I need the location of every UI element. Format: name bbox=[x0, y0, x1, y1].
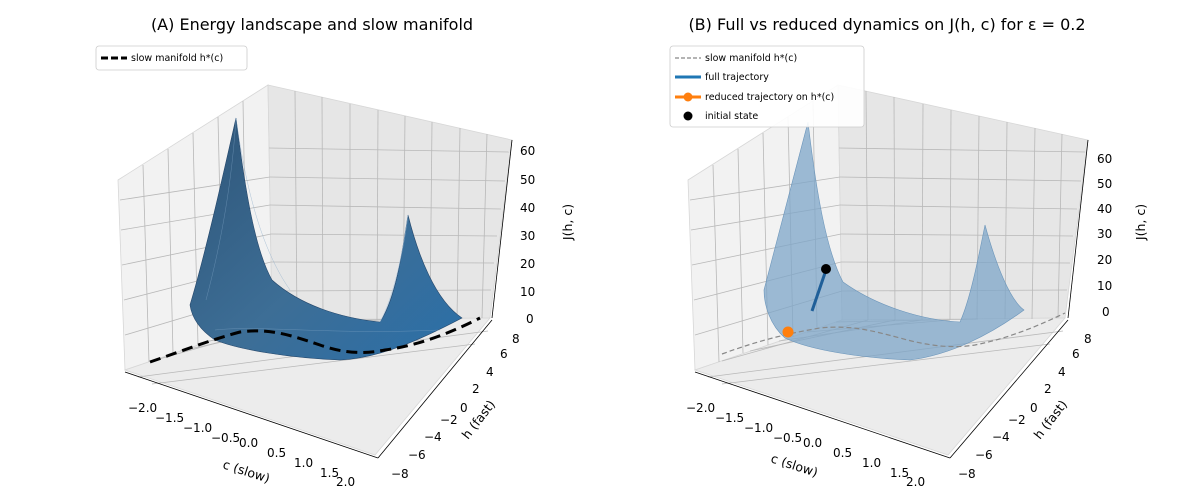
legend-swatch bbox=[683, 92, 693, 102]
tick-label: −4 bbox=[992, 430, 1010, 444]
tick-label: −2.0 bbox=[686, 401, 715, 415]
tick-label: 4 bbox=[486, 365, 494, 379]
tick-label: 2 bbox=[1044, 382, 1052, 396]
panel-a-j-ticks: 0 10 20 30 40 50 60 bbox=[520, 144, 535, 326]
tick-label: 0.0 bbox=[803, 436, 822, 450]
panel-b-c-axis bbox=[694, 371, 951, 459]
tick-label: 60 bbox=[1097, 152, 1112, 166]
legend-label: reduced trajectory on h*(c) bbox=[705, 92, 834, 103]
legend-label: initial state bbox=[705, 111, 758, 122]
tick-label: −1.0 bbox=[183, 421, 212, 435]
tick-label: 4 bbox=[1058, 365, 1066, 379]
panel-a-c-ticks: −2.0 −1.5 −1.0 −0.5 0.0 0.5 1.0 1.5 2.0 bbox=[128, 401, 355, 489]
tick-label: −0.5 bbox=[211, 431, 240, 445]
tick-label: 50 bbox=[1097, 177, 1112, 191]
tick-label: −0.5 bbox=[773, 431, 802, 445]
panel-a-j-axis bbox=[491, 139, 513, 319]
tick-label: −8 bbox=[391, 467, 409, 481]
panel-a-c-label: c (slow) bbox=[221, 457, 272, 486]
tick-label: 20 bbox=[520, 257, 535, 271]
legend-label: slow manifold h*(c) bbox=[705, 53, 797, 64]
panel-b-j-label: J(h, c) bbox=[1133, 204, 1148, 241]
tick-label: 1.0 bbox=[862, 456, 881, 470]
panel-b-pane-back bbox=[837, 84, 1089, 321]
tick-label: 40 bbox=[1097, 202, 1112, 216]
tick-label: 30 bbox=[1097, 227, 1112, 241]
panel-b-reduced-trajectory-point bbox=[782, 326, 794, 338]
panel-b-full-trajectory-line bbox=[810, 269, 828, 312]
tick-label: 0.5 bbox=[833, 446, 852, 460]
tick-label: 0 bbox=[526, 312, 534, 326]
tick-label: −6 bbox=[408, 448, 426, 462]
panel-a-c-axis bbox=[124, 371, 379, 459]
panel-a-h-ticks: −8 −6 −4 −2 0 2 4 6 8 bbox=[391, 332, 520, 481]
tick-label: −4 bbox=[424, 430, 442, 444]
panel-b-h-ticks: −8 −6 −4 −2 0 2 4 6 8 bbox=[958, 332, 1092, 481]
tick-label: −1.5 bbox=[715, 411, 744, 425]
panel-b-legend: slow manifold h*(c) full trajectory redu… bbox=[669, 45, 865, 128]
tick-label: 6 bbox=[1072, 347, 1080, 361]
tick-label: 0 bbox=[1102, 305, 1110, 319]
panel-a-h-axis bbox=[377, 319, 493, 459]
legend-label: slow manifold h*(c) bbox=[131, 53, 223, 64]
panel-b-j-ticks: 0 10 20 30 40 50 60 bbox=[1097, 152, 1112, 319]
tick-label: 1.5 bbox=[890, 466, 909, 480]
panel-a-pane-back bbox=[267, 84, 513, 321]
panel-a-title: (A) Energy landscape and slow manifold bbox=[151, 15, 473, 34]
tick-label: 0 bbox=[1030, 401, 1038, 415]
tick-label: 1.0 bbox=[294, 456, 313, 470]
panel-b: (B) Full vs reduced dynamics on J(h, c) … bbox=[669, 15, 1148, 489]
panel-b-initial-state-point bbox=[821, 264, 831, 274]
tick-label: 0.0 bbox=[239, 436, 258, 450]
tick-label: 2.0 bbox=[906, 475, 925, 489]
tick-label: 40 bbox=[520, 201, 535, 215]
tick-label: −2 bbox=[1008, 413, 1026, 427]
panel-b-surface bbox=[763, 121, 1025, 361]
panel-b-c-ticks: −2.0 −1.5 −1.0 −0.5 0.0 0.5 1.0 1.5 2.0 bbox=[686, 401, 925, 489]
legend-swatch bbox=[683, 111, 693, 121]
tick-label: 8 bbox=[512, 332, 520, 346]
panel-b-title: (B) Full vs reduced dynamics on J(h, c) … bbox=[688, 15, 1085, 34]
tick-label: 6 bbox=[500, 347, 508, 361]
tick-label: 8 bbox=[1084, 332, 1092, 346]
tick-label: 10 bbox=[1097, 279, 1112, 293]
panel-b-j-axis bbox=[1067, 139, 1089, 319]
tick-label: 20 bbox=[1097, 253, 1112, 267]
tick-label: −1.0 bbox=[744, 421, 773, 435]
tick-label: −6 bbox=[975, 448, 993, 462]
panel-a-j-label: J(h, c) bbox=[560, 204, 575, 241]
tick-label: 30 bbox=[520, 229, 535, 243]
tick-label: 0 bbox=[460, 401, 468, 415]
panel-b-h-axis bbox=[949, 319, 1069, 459]
tick-label: 1.5 bbox=[320, 466, 339, 480]
tick-label: −2.0 bbox=[128, 401, 157, 415]
tick-label: 2 bbox=[472, 382, 480, 396]
tick-label: 0.5 bbox=[267, 446, 286, 460]
tick-label: 60 bbox=[520, 144, 535, 158]
panel-a-legend: slow manifold h*(c) bbox=[95, 45, 248, 71]
panel-a-slow-manifold-line bbox=[149, 316, 481, 364]
tick-label: 10 bbox=[520, 285, 535, 299]
tick-label: 2.0 bbox=[336, 475, 355, 489]
tick-label: −8 bbox=[958, 467, 976, 481]
panel-b-c-label: c (slow) bbox=[769, 451, 820, 480]
tick-label: −2 bbox=[440, 413, 458, 427]
tick-label: −1.5 bbox=[155, 411, 184, 425]
tick-label: 50 bbox=[520, 173, 535, 187]
legend-label: full trajectory bbox=[705, 72, 769, 83]
panel-a: (A) Energy landscape and slow manifold bbox=[95, 15, 575, 489]
